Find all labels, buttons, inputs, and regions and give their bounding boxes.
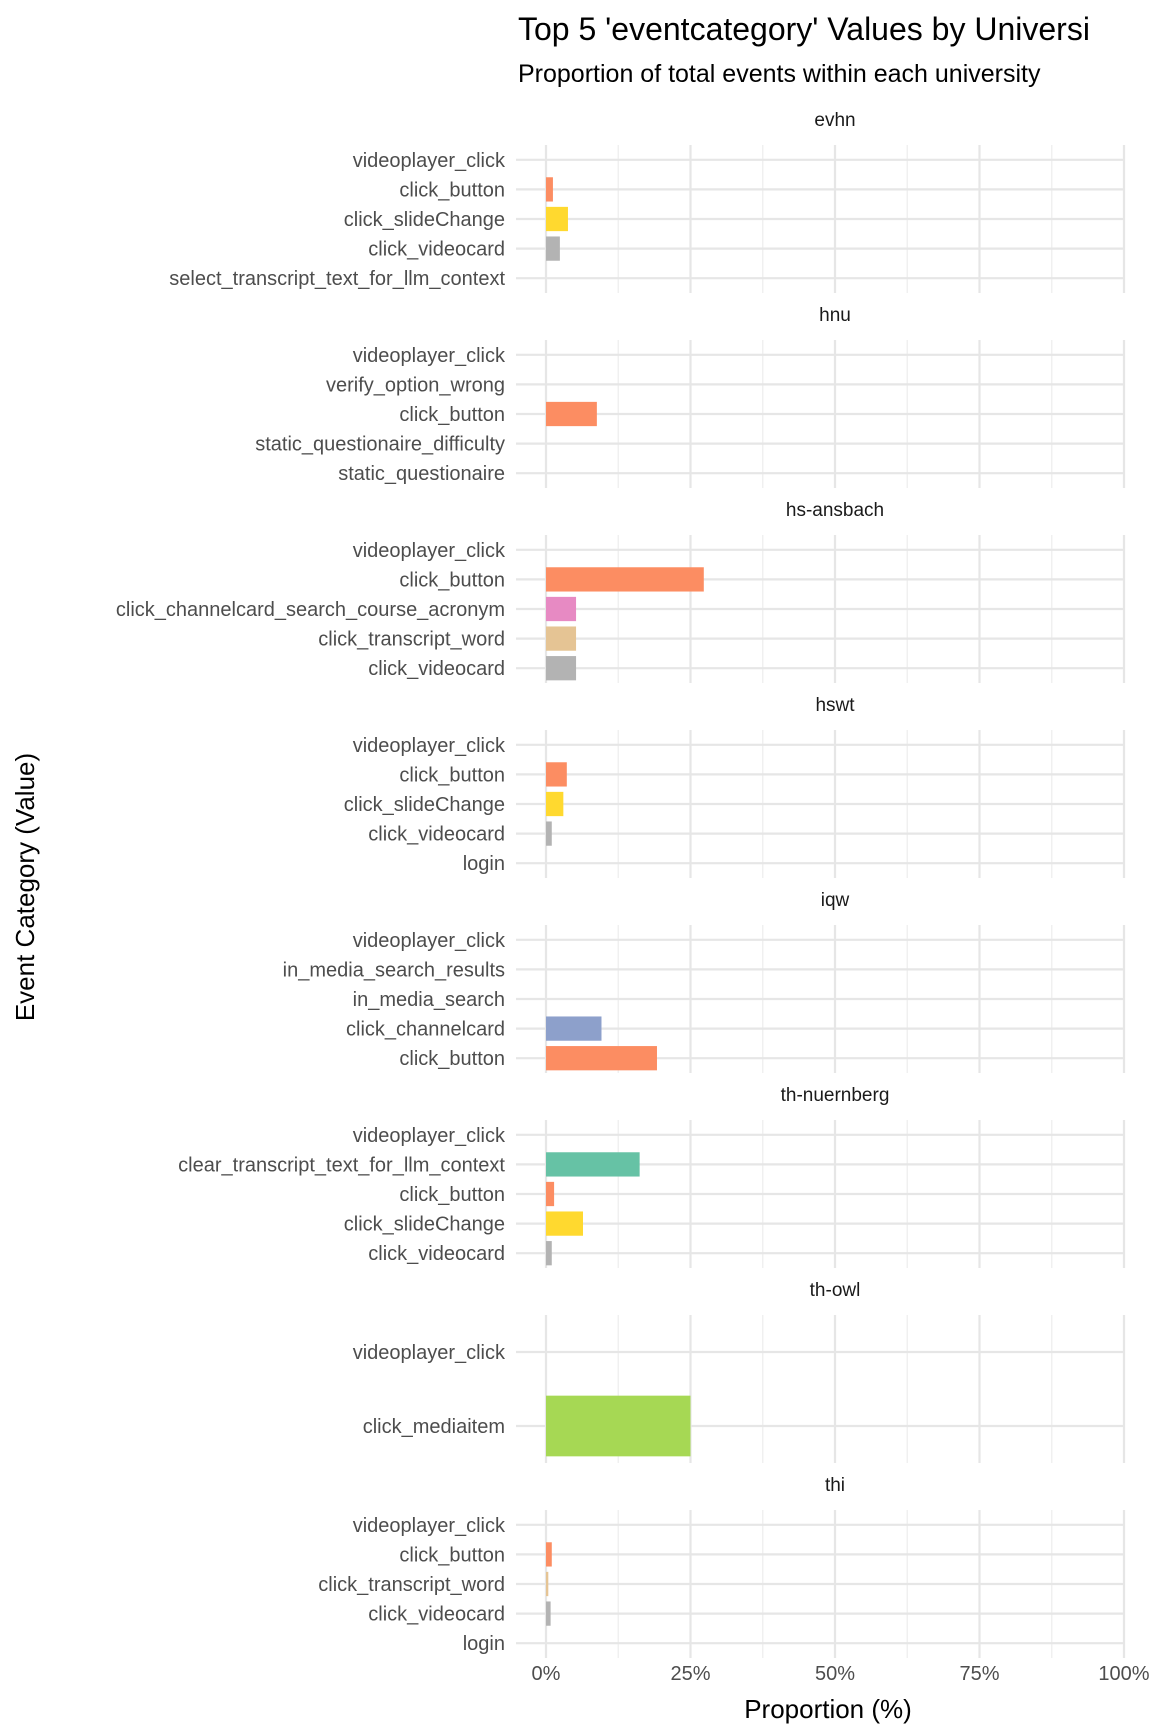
facet-panel-iqw: iqw videoplayer_click in_media_search_resu… (283, 890, 1126, 1073)
category-label: click_transcript_word (318, 629, 505, 651)
facet-strip-label: iqw (821, 890, 850, 911)
y-axis-title: Event Category (Value) (10, 753, 40, 1021)
category-label: click_transcript_word (318, 1574, 505, 1596)
category-label: select_transcript_text_for_llm_context (169, 268, 505, 290)
category-label: videoplayer_click (353, 1125, 506, 1147)
x-tick-label: 100% (1098, 1663, 1149, 1685)
bar-clear-transcript-text-for-llm-context (546, 1152, 640, 1177)
bar-click-button (546, 401, 597, 427)
bar-click-button (546, 762, 567, 787)
category-label: verify_option_wrong (326, 374, 505, 396)
category-label: static_questionaire (338, 463, 505, 485)
x-tick-label: 25% (670, 1663, 710, 1685)
category-label: videoplayer_click (353, 930, 506, 952)
category-label: videoplayer_click (353, 150, 506, 172)
facet-panel-hs-ansbach: hs-ansbach videoplayer_click click_buttonc… (116, 500, 1126, 683)
category-label: click_button (399, 1184, 505, 1206)
bar-click-slidechange (546, 206, 568, 232)
bar-click-videocard (546, 821, 552, 846)
category-label: click_button (399, 404, 505, 426)
bar-click-videocard (546, 1241, 552, 1266)
category-label: videoplayer_click (353, 1342, 506, 1364)
chart-subtitle: Proportion of total events within each u… (518, 60, 1041, 88)
facet-strip-label: hnu (819, 305, 851, 326)
bar-click-transcript-word (546, 1571, 549, 1597)
facet-strip-label: hs-ansbach (786, 500, 884, 521)
facet-panel-evhn: evhn videoplayer_click click_button click_s… (169, 110, 1126, 293)
bar-click-button (546, 177, 553, 202)
bar-click-button (546, 1542, 552, 1567)
facet-strip-label: hswt (815, 695, 855, 716)
bar-click-videocard (546, 656, 577, 681)
category-label: static_questionaire_difficulty (255, 434, 505, 456)
category-label: click_slideChange (344, 209, 505, 231)
category-label: click_channelcard (346, 1019, 505, 1041)
facet-panel-thi: thi videoplayer_click click_button click_tr… (318, 1475, 1126, 1658)
category-label: in_media_search_results (283, 959, 505, 981)
category-label: in_media_search (353, 989, 505, 1011)
facet-panel-th-owl: th-owl videoplayer_click click_mediaitem (353, 1280, 1126, 1463)
category-label: click_channelcard_search_course_acronym (116, 599, 505, 621)
bar-click-slidechange (546, 791, 564, 817)
bar-click-videocard (546, 1601, 551, 1626)
bar-click-button (546, 1046, 657, 1071)
category-label: click_videocard (368, 1243, 505, 1265)
category-label: click_videocard (368, 824, 505, 846)
category-label: click_videocard (368, 1604, 505, 1626)
category-label: videoplayer_click (353, 540, 506, 562)
category-label: click_mediaitem (363, 1416, 505, 1438)
facet-strip-label: th-nuernberg (781, 1085, 890, 1106)
bar-click-transcript-word (546, 626, 577, 651)
x-axis-title: Proportion (%) (744, 1694, 912, 1724)
bar-click-button (546, 1181, 555, 1207)
category-label: login (463, 853, 505, 875)
facet-strip-label: thi (825, 1475, 845, 1496)
facet-strip-label: th-owl (810, 1280, 861, 1301)
category-label: click_slideChange (344, 794, 505, 816)
category-label: click_button (399, 1544, 505, 1566)
facet-panels: evhn videoplayer_click click_button click_s… (116, 110, 1126, 1658)
category-label: videoplayer_click (353, 1515, 506, 1537)
chart-title: Top 5 'eventcategory' Values by Universi (518, 11, 1090, 47)
category-label: click_button (399, 1048, 505, 1070)
x-axis-ticks: 0% 25% 50% 75% 100% (532, 1663, 1150, 1685)
category-label: clear_transcript_text_for_llm_context (178, 1154, 505, 1176)
x-tick-label: 75% (959, 1663, 999, 1685)
bar-click-channelcard (546, 1016, 602, 1041)
category-label: click_videocard (368, 658, 505, 680)
category-label: click_button (399, 179, 505, 201)
bar-click-slidechange (546, 1211, 583, 1236)
bar-click-mediaitem (546, 1395, 691, 1457)
facet-panel-hswt: hswt videoplayer_click click_button click_s… (344, 695, 1126, 878)
category-label: click_button (399, 764, 505, 786)
category-label: login (463, 1633, 505, 1655)
category-label: click_videocard (368, 239, 505, 261)
bar-click-button (546, 567, 704, 592)
facet-panel-hnu: hnu videoplayer_click verify_option_wrongc… (255, 305, 1126, 488)
category-label: click_slideChange (344, 1214, 505, 1236)
category-label: videoplayer_click (353, 345, 506, 367)
facet-panel-th-nuernberg: th-nuernberg videoplayer_click clear_trans… (178, 1085, 1126, 1268)
category-label: videoplayer_click (353, 735, 506, 757)
bar-click-channelcard-search-course-acronym (546, 596, 577, 622)
category-label: click_button (399, 569, 505, 591)
bar-click-videocard (546, 236, 560, 261)
x-tick-label: 0% (532, 1663, 561, 1685)
x-tick-label: 50% (815, 1663, 855, 1685)
facet-strip-label: evhn (814, 110, 855, 131)
